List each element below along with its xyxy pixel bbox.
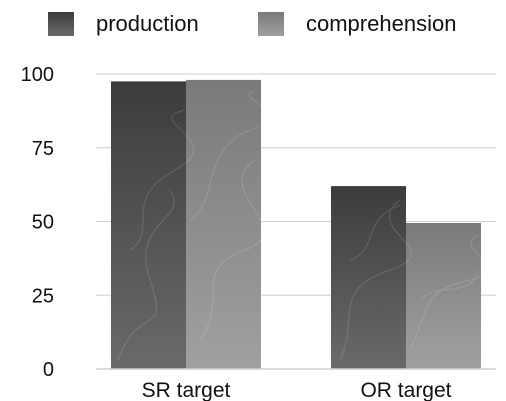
texture-stroke <box>409 234 490 351</box>
x-axis-labels: SR target OR target <box>142 379 452 401</box>
legend-label-comprehension: comprehension <box>306 11 456 36</box>
texture-stroke <box>349 204 401 261</box>
texture-stroke <box>117 189 175 361</box>
bar-production-sr-target <box>111 81 186 369</box>
legend: production comprehension <box>48 11 456 36</box>
y-tick-label: 0 <box>43 359 54 381</box>
bar-comprehension-or-target <box>406 222 481 369</box>
bar-production-or-target <box>331 186 406 369</box>
y-axis-ticks: 0 25 50 75 100 <box>21 64 54 381</box>
bars <box>111 79 481 370</box>
legend-label-production: production <box>96 11 199 36</box>
texture-stroke <box>339 199 412 361</box>
y-tick-label: 25 <box>32 285 54 307</box>
texture-stroke <box>419 269 479 301</box>
texture-stroke <box>129 109 194 251</box>
y-tick-label: 50 <box>32 212 54 234</box>
y-tick-label: 100 <box>21 64 54 86</box>
legend-swatch-comprehension <box>258 12 284 36</box>
legend-swatch-production <box>48 12 74 36</box>
y-tick-label: 75 <box>32 138 54 160</box>
x-category-label: SR target <box>142 379 231 401</box>
bar-comprehension-sr-target <box>186 79 261 370</box>
bar-texture <box>117 89 490 361</box>
x-category-label: OR target <box>360 379 451 401</box>
texture-stroke <box>199 159 264 341</box>
texture-stroke <box>189 89 269 221</box>
